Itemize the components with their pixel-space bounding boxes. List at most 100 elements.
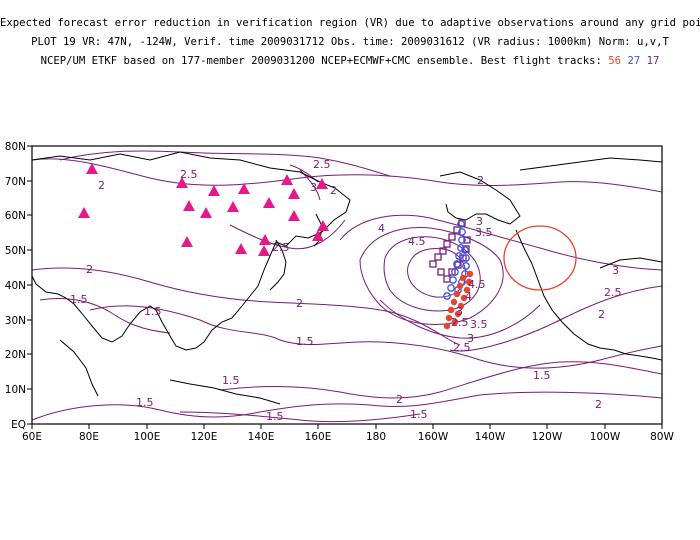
observation-triangles (78, 163, 329, 256)
contour-label: 3.5 (475, 226, 493, 239)
lon-label: 100E (134, 431, 161, 443)
obs-triangle (78, 207, 90, 218)
obs-triangle (183, 200, 195, 211)
track-17-point (448, 268, 456, 276)
lon-label: 160E (305, 431, 332, 443)
track-27-point (457, 220, 465, 228)
lat-label: 60N (5, 210, 26, 222)
coast-gulf (599, 257, 663, 269)
contour-label: 1.5 (144, 305, 162, 318)
contour-4.5-ring (407, 248, 467, 298)
contour-label: 4.5 (468, 278, 486, 291)
contour-2.5-asia (229, 219, 346, 250)
obs-triangle (235, 243, 247, 254)
contour-label: 1.5 (296, 335, 314, 348)
track-27-point (458, 228, 466, 236)
coast-eurasia (31, 151, 351, 351)
coast-india (59, 339, 99, 397)
obs-triangle (86, 163, 98, 174)
track-27-point (462, 262, 470, 270)
contour-1.5-sw (39, 297, 171, 334)
track-56-point (459, 274, 467, 282)
obs-triangle (288, 188, 300, 199)
track-56-point (451, 318, 459, 326)
obs-triangle (181, 236, 193, 247)
coast-canada-north (519, 157, 663, 171)
header-line-2: PLOT 19 VR: 47N, -124W, Verif. time 2009… (31, 36, 669, 48)
track-56-point (460, 294, 468, 302)
contour-label: 4.5 (408, 235, 426, 248)
lon-label: 80E (79, 431, 99, 443)
obs-triangle (259, 234, 271, 245)
contour-label: 4 (465, 290, 472, 303)
obs-triangle (281, 174, 293, 185)
header-line-3: NCEP/UM ETKF based on 177-member 2009031… (0, 52, 700, 71)
contour-1.5-mid (89, 305, 663, 369)
contour-4-ring (383, 236, 481, 312)
track-17-point (429, 260, 437, 268)
lat-label: EQ (11, 419, 26, 431)
contour-label: 1.5 (410, 408, 428, 421)
contour-label: 3 (310, 181, 317, 194)
verification-region-circle (503, 225, 577, 291)
contour-label: 2.5 (451, 316, 469, 329)
lon-label: 120W (532, 431, 563, 443)
contour-label: 2.5 (313, 158, 331, 171)
track-17-point (459, 254, 467, 262)
contour-label: 3.5 (470, 318, 488, 331)
lat-label: 30N (5, 315, 26, 327)
flight-track-label-17: 17 (646, 55, 660, 67)
track-17-point (439, 247, 447, 255)
latitude-labels: 80N 70N 60N 50N 40N 30N 20N 10N EQ (5, 141, 26, 431)
flight-track-label-56: 56 (608, 55, 622, 67)
track-17-point (443, 240, 451, 248)
flight-track-56 (443, 270, 474, 330)
longitude-ticks (31, 424, 663, 429)
contour-1.5-equator (179, 411, 421, 423)
lon-label: 60E (22, 431, 42, 443)
contour-label: 2.5 (180, 168, 198, 181)
coastlines (31, 151, 663, 405)
lat-label: 70N (5, 176, 26, 188)
lon-label: 140W (475, 431, 506, 443)
contour-label: 2 (296, 297, 303, 310)
coast-alaska (439, 171, 521, 225)
coast-indonesia (169, 379, 281, 405)
contour-lines (31, 150, 663, 423)
contour-label: 2.5 (272, 241, 290, 254)
lat-label: 50N (5, 245, 26, 257)
track-27-point (457, 244, 465, 252)
track-17-point (454, 261, 462, 269)
contour-1.5-south (31, 391, 663, 421)
track-27-point (449, 276, 457, 284)
contour-label: 3 (456, 305, 463, 318)
obs-triangle (238, 183, 250, 194)
plot-header: Expected forecast error reduction in ver… (0, 14, 700, 71)
flight-track-label-27: 27 (627, 55, 641, 67)
obs-triangle (317, 220, 329, 231)
coast-na-west (515, 229, 663, 361)
contour-label: 2.5 (453, 341, 471, 354)
obs-triangle (176, 177, 188, 188)
contour-label: 2 (396, 393, 403, 406)
obs-triangle (316, 178, 328, 189)
contour-label: 1.5 (136, 396, 154, 409)
track-56-point (456, 282, 464, 290)
contour-3-asia (299, 169, 321, 201)
track-56-point (463, 286, 471, 294)
obs-triangle (200, 207, 212, 218)
track-17-point (458, 219, 466, 227)
contour-label: 1.5 (70, 293, 88, 306)
lon-label: 120E (191, 431, 218, 443)
track-27-point (451, 268, 459, 276)
track-56-point (447, 306, 455, 314)
track-17-point (434, 253, 442, 261)
obs-triangle (227, 201, 239, 212)
lat-label: 20N (5, 349, 26, 361)
obs-triangle (208, 185, 220, 196)
contour-label: 2 (98, 179, 105, 192)
lat-label: 40N (5, 280, 26, 292)
track-27-point (453, 260, 461, 268)
track-56-point (450, 298, 458, 306)
track-17-point (448, 233, 456, 241)
